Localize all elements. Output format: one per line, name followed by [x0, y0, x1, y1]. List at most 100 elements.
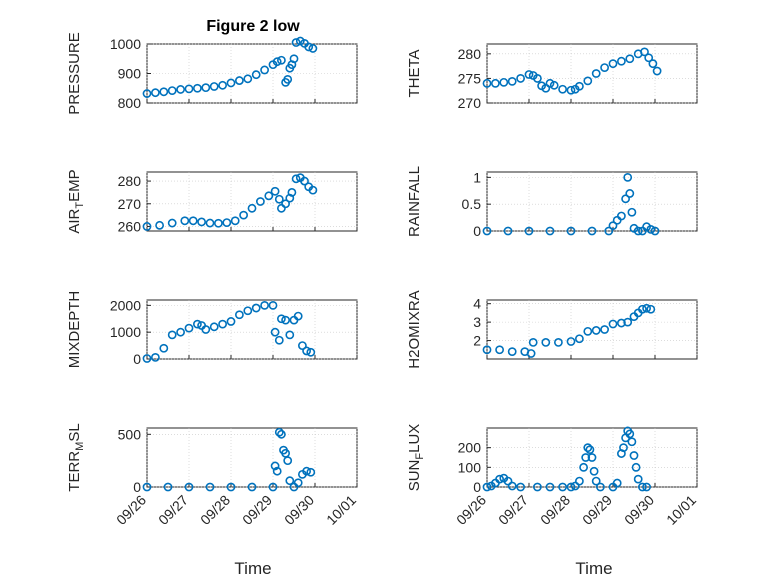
data-point	[516, 74, 525, 83]
data-point	[507, 76, 517, 86]
ylabel-subscript: M	[74, 442, 86, 451]
data-point	[302, 466, 311, 476]
y-tick-label: 275	[458, 70, 482, 86]
data-point	[581, 453, 591, 462]
data-point	[638, 482, 647, 492]
data-point	[591, 476, 601, 486]
data-point	[285, 330, 295, 340]
data-point	[619, 443, 628, 453]
data-point	[627, 207, 637, 217]
data-point	[499, 77, 509, 87]
data-point	[566, 85, 576, 95]
y-tick-label: 270	[458, 95, 482, 111]
data-point	[545, 226, 555, 236]
data-point	[270, 186, 280, 196]
data-point	[306, 467, 316, 477]
data-point	[644, 53, 654, 63]
data-point	[209, 322, 219, 332]
data-point	[293, 311, 303, 321]
data-point	[575, 334, 584, 344]
y-tick-label: 1000	[110, 324, 141, 340]
data-point	[268, 300, 278, 310]
data-point	[205, 482, 215, 492]
ylabel-tail: SL	[66, 423, 83, 441]
y-tick-label: 200	[458, 440, 482, 456]
y-axis-label: AIRTEMP	[66, 169, 86, 233]
data-point	[205, 218, 215, 228]
data-point	[554, 338, 563, 347]
data-point	[192, 319, 202, 329]
data-point	[612, 478, 622, 488]
data-point	[482, 226, 492, 236]
data-point	[583, 76, 593, 86]
data-point	[289, 54, 299, 64]
data-point	[302, 346, 311, 356]
data-point	[159, 87, 169, 97]
data-point	[276, 314, 286, 324]
rainfall-subplot: 0 0.5 1 RAINFALL	[406, 166, 698, 239]
data-point	[608, 319, 618, 329]
data-point	[495, 474, 504, 484]
y-tick-label: 500	[118, 426, 142, 442]
data-point	[272, 57, 282, 67]
h2omixra-subplot: 2 3 4 H2OMIXRA	[406, 290, 698, 369]
data-point	[642, 482, 651, 492]
data-point	[490, 78, 500, 88]
data-point	[646, 304, 656, 314]
data-point	[276, 55, 286, 65]
x-tick-label: 09/30	[281, 492, 317, 528]
data-point	[482, 345, 492, 355]
data-point	[596, 482, 605, 492]
data-point	[274, 427, 284, 437]
y-tick-label: 260	[118, 218, 142, 234]
data-point	[541, 338, 551, 347]
data-point	[558, 482, 567, 492]
data-point	[276, 429, 286, 439]
data-point	[142, 354, 152, 363]
data-point	[142, 89, 152, 98]
data-point	[308, 185, 318, 195]
data-point	[201, 325, 211, 334]
data-point	[184, 482, 194, 492]
data-point	[285, 193, 295, 203]
data-point	[306, 347, 316, 357]
data-point	[629, 451, 639, 460]
data-point	[533, 482, 542, 492]
data-point	[293, 478, 303, 488]
data-point	[213, 218, 223, 228]
y-axis-label: H2OMIXRA	[406, 290, 423, 368]
data-point	[247, 482, 257, 492]
data-point	[507, 347, 517, 357]
y-tick-label: 1	[473, 169, 481, 185]
terr-msl-subplot: 0 500 09/26 09/27 09/28 09/29 09/30 10/01 TERRMS…	[66, 423, 359, 528]
data-point	[625, 189, 635, 198]
x-tick-label: 09/29	[239, 492, 275, 528]
data-point	[226, 317, 236, 326]
data-point	[304, 42, 314, 52]
data-point	[627, 437, 637, 447]
figure-title: Figure 2 low	[206, 18, 300, 35]
data-point	[184, 323, 194, 333]
data-point	[545, 482, 555, 492]
data-point	[167, 218, 177, 228]
data-point	[222, 218, 232, 228]
y-tick-label: 0	[133, 479, 141, 495]
y-tick-label: 270	[118, 196, 142, 212]
y-axis-label: SUNFLUX	[406, 424, 426, 492]
data-point	[625, 429, 635, 439]
data-point	[623, 317, 633, 327]
data-point	[503, 476, 513, 486]
data-point	[291, 174, 301, 184]
data-point	[255, 197, 265, 206]
data-point	[270, 461, 280, 471]
axes-frame	[486, 427, 698, 488]
x-tick-label: 10/01	[663, 492, 699, 528]
data-point	[188, 216, 198, 226]
data-point	[243, 74, 253, 84]
y-axis-label: RAINFALL	[406, 166, 423, 237]
data-point	[287, 188, 297, 197]
data-point	[159, 343, 169, 353]
data-point	[516, 482, 525, 492]
data-point	[268, 482, 278, 492]
data-point	[621, 194, 630, 204]
